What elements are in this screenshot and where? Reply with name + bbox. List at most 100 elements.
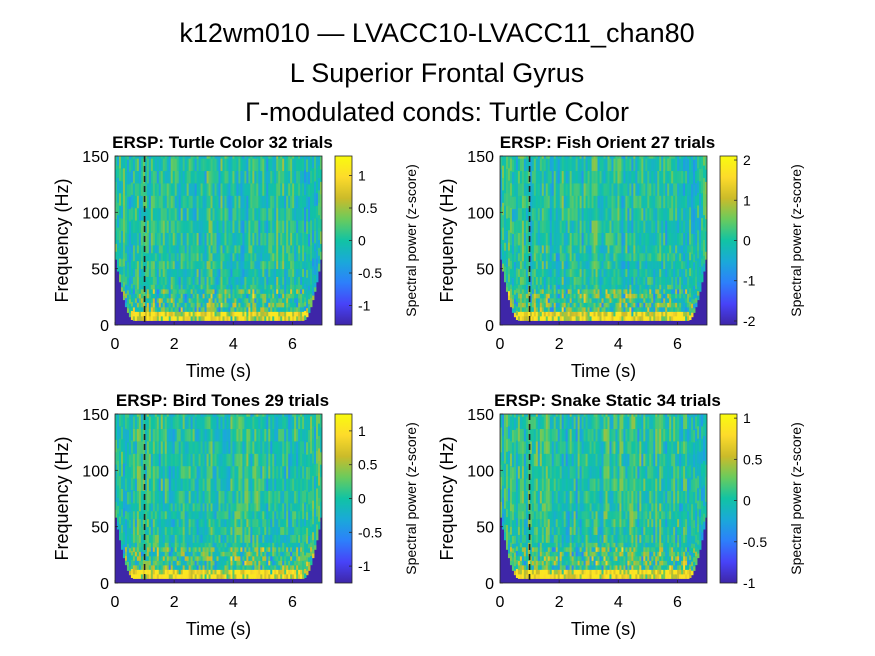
heatmap-cell <box>585 195 588 209</box>
heatmap-cell <box>126 196 130 210</box>
heatmap-cell <box>607 158 610 172</box>
heatmap-cell <box>569 252 573 262</box>
heatmap-cell <box>639 220 642 234</box>
heatmap-cell <box>629 156 632 159</box>
heatmap-cell <box>679 232 682 246</box>
heatmap-cell <box>683 252 686 262</box>
heatmap-cell <box>260 302 263 308</box>
heatmap-cell <box>260 293 263 299</box>
heatmap-cell <box>597 170 600 184</box>
heatmap-cell <box>587 156 590 159</box>
heatmap-cell <box>158 268 162 277</box>
heatmap-cell <box>224 158 227 172</box>
heatmap-cell <box>244 195 247 209</box>
heatmap-cell <box>643 276 646 285</box>
heatmap-cell <box>621 232 624 246</box>
heatmap-cell <box>683 293 686 299</box>
heatmap-cell <box>166 551 170 557</box>
heatmap-cell <box>306 245 309 255</box>
heatmap-cell <box>531 245 535 254</box>
heatmap-cell <box>128 269 132 278</box>
heatmap-cell <box>543 276 547 285</box>
heatmap-cell <box>559 276 563 285</box>
heatmap-cell <box>575 268 579 277</box>
heatmap-cell <box>140 252 144 262</box>
heatmap-cell <box>180 534 184 543</box>
heatmap-cell <box>298 252 301 262</box>
heatmap-cell <box>190 268 194 277</box>
heatmap-cell <box>210 293 213 299</box>
heatmap-cell <box>254 288 257 294</box>
heatmap-cell <box>202 297 205 303</box>
heatmap-cell <box>601 156 604 159</box>
heatmap-cell <box>162 490 166 504</box>
heatmap-cell <box>210 183 213 196</box>
heatmap-cell <box>294 260 297 270</box>
heatmap-cell <box>132 542 136 548</box>
heatmap-cell <box>533 207 537 221</box>
heatmap-cell <box>178 414 182 417</box>
heatmap-cell <box>174 311 178 317</box>
heatmap-cell <box>242 252 245 262</box>
heatmap-cell <box>122 487 126 501</box>
heatmap-cell <box>232 245 235 254</box>
heatmap-cell <box>210 302 213 308</box>
heatmap-cell <box>561 293 565 299</box>
heatmap-cell <box>134 268 138 277</box>
heatmap-cell <box>545 284 549 290</box>
heatmap-cell <box>521 293 525 299</box>
heatmap-cell <box>521 207 525 221</box>
heatmap-cell <box>673 311 676 317</box>
heatmap-cell <box>190 302 194 308</box>
heatmap-cell <box>693 307 696 313</box>
heatmap-cell <box>669 170 672 184</box>
heatmap-cell <box>318 255 321 264</box>
heatmap-cell <box>166 297 170 303</box>
heatmap-cell <box>246 306 249 312</box>
heatmap-cell <box>553 276 557 285</box>
heatmap-cell <box>168 416 172 430</box>
heatmap-cell <box>615 297 618 303</box>
heatmap-cell <box>156 564 160 570</box>
heatmap-cell <box>152 534 156 543</box>
heatmap-cell <box>174 441 178 454</box>
heatmap-cell <box>691 159 694 172</box>
heatmap-cell <box>234 156 237 159</box>
heatmap-cell <box>569 232 573 246</box>
heatmap-cell <box>627 232 630 246</box>
heatmap-cell <box>703 190 706 203</box>
heatmap-cell <box>222 288 225 294</box>
heatmap-cell <box>519 293 523 299</box>
heatmap-cell <box>647 252 650 262</box>
heatmap-cell <box>222 284 225 290</box>
heatmap-cell <box>248 276 251 285</box>
heatmap-cell <box>587 293 590 299</box>
heatmap-cell <box>655 183 658 196</box>
heatmap-cell <box>539 183 543 196</box>
heatmap-cell <box>571 268 575 277</box>
heatmap-cell <box>234 207 237 221</box>
heatmap-cell <box>617 284 620 290</box>
heatmap-cell <box>184 560 188 566</box>
heatmap-cell <box>232 315 235 321</box>
heatmap-cell <box>214 315 217 321</box>
heatmap-cell <box>278 293 281 299</box>
heatmap-cell <box>657 284 660 290</box>
heatmap-cell <box>246 158 249 172</box>
heatmap-cell <box>186 284 190 290</box>
heatmap-cell <box>603 284 606 290</box>
heatmap-cell <box>182 315 186 321</box>
heatmap-cell <box>645 232 648 246</box>
heatmap-cell <box>136 260 140 270</box>
heatmap-cell <box>579 195 583 209</box>
heatmap-cell <box>164 560 168 566</box>
heatmap-cell <box>232 284 235 290</box>
heatmap-cell <box>200 220 203 234</box>
heatmap-cell <box>589 220 592 234</box>
heatmap-cell <box>216 288 219 294</box>
heatmap-cell <box>282 276 285 285</box>
heatmap-cell <box>162 268 166 277</box>
heatmap-cell <box>136 542 140 548</box>
heatmap-cell <box>158 220 162 234</box>
heatmap-cell <box>128 552 132 558</box>
